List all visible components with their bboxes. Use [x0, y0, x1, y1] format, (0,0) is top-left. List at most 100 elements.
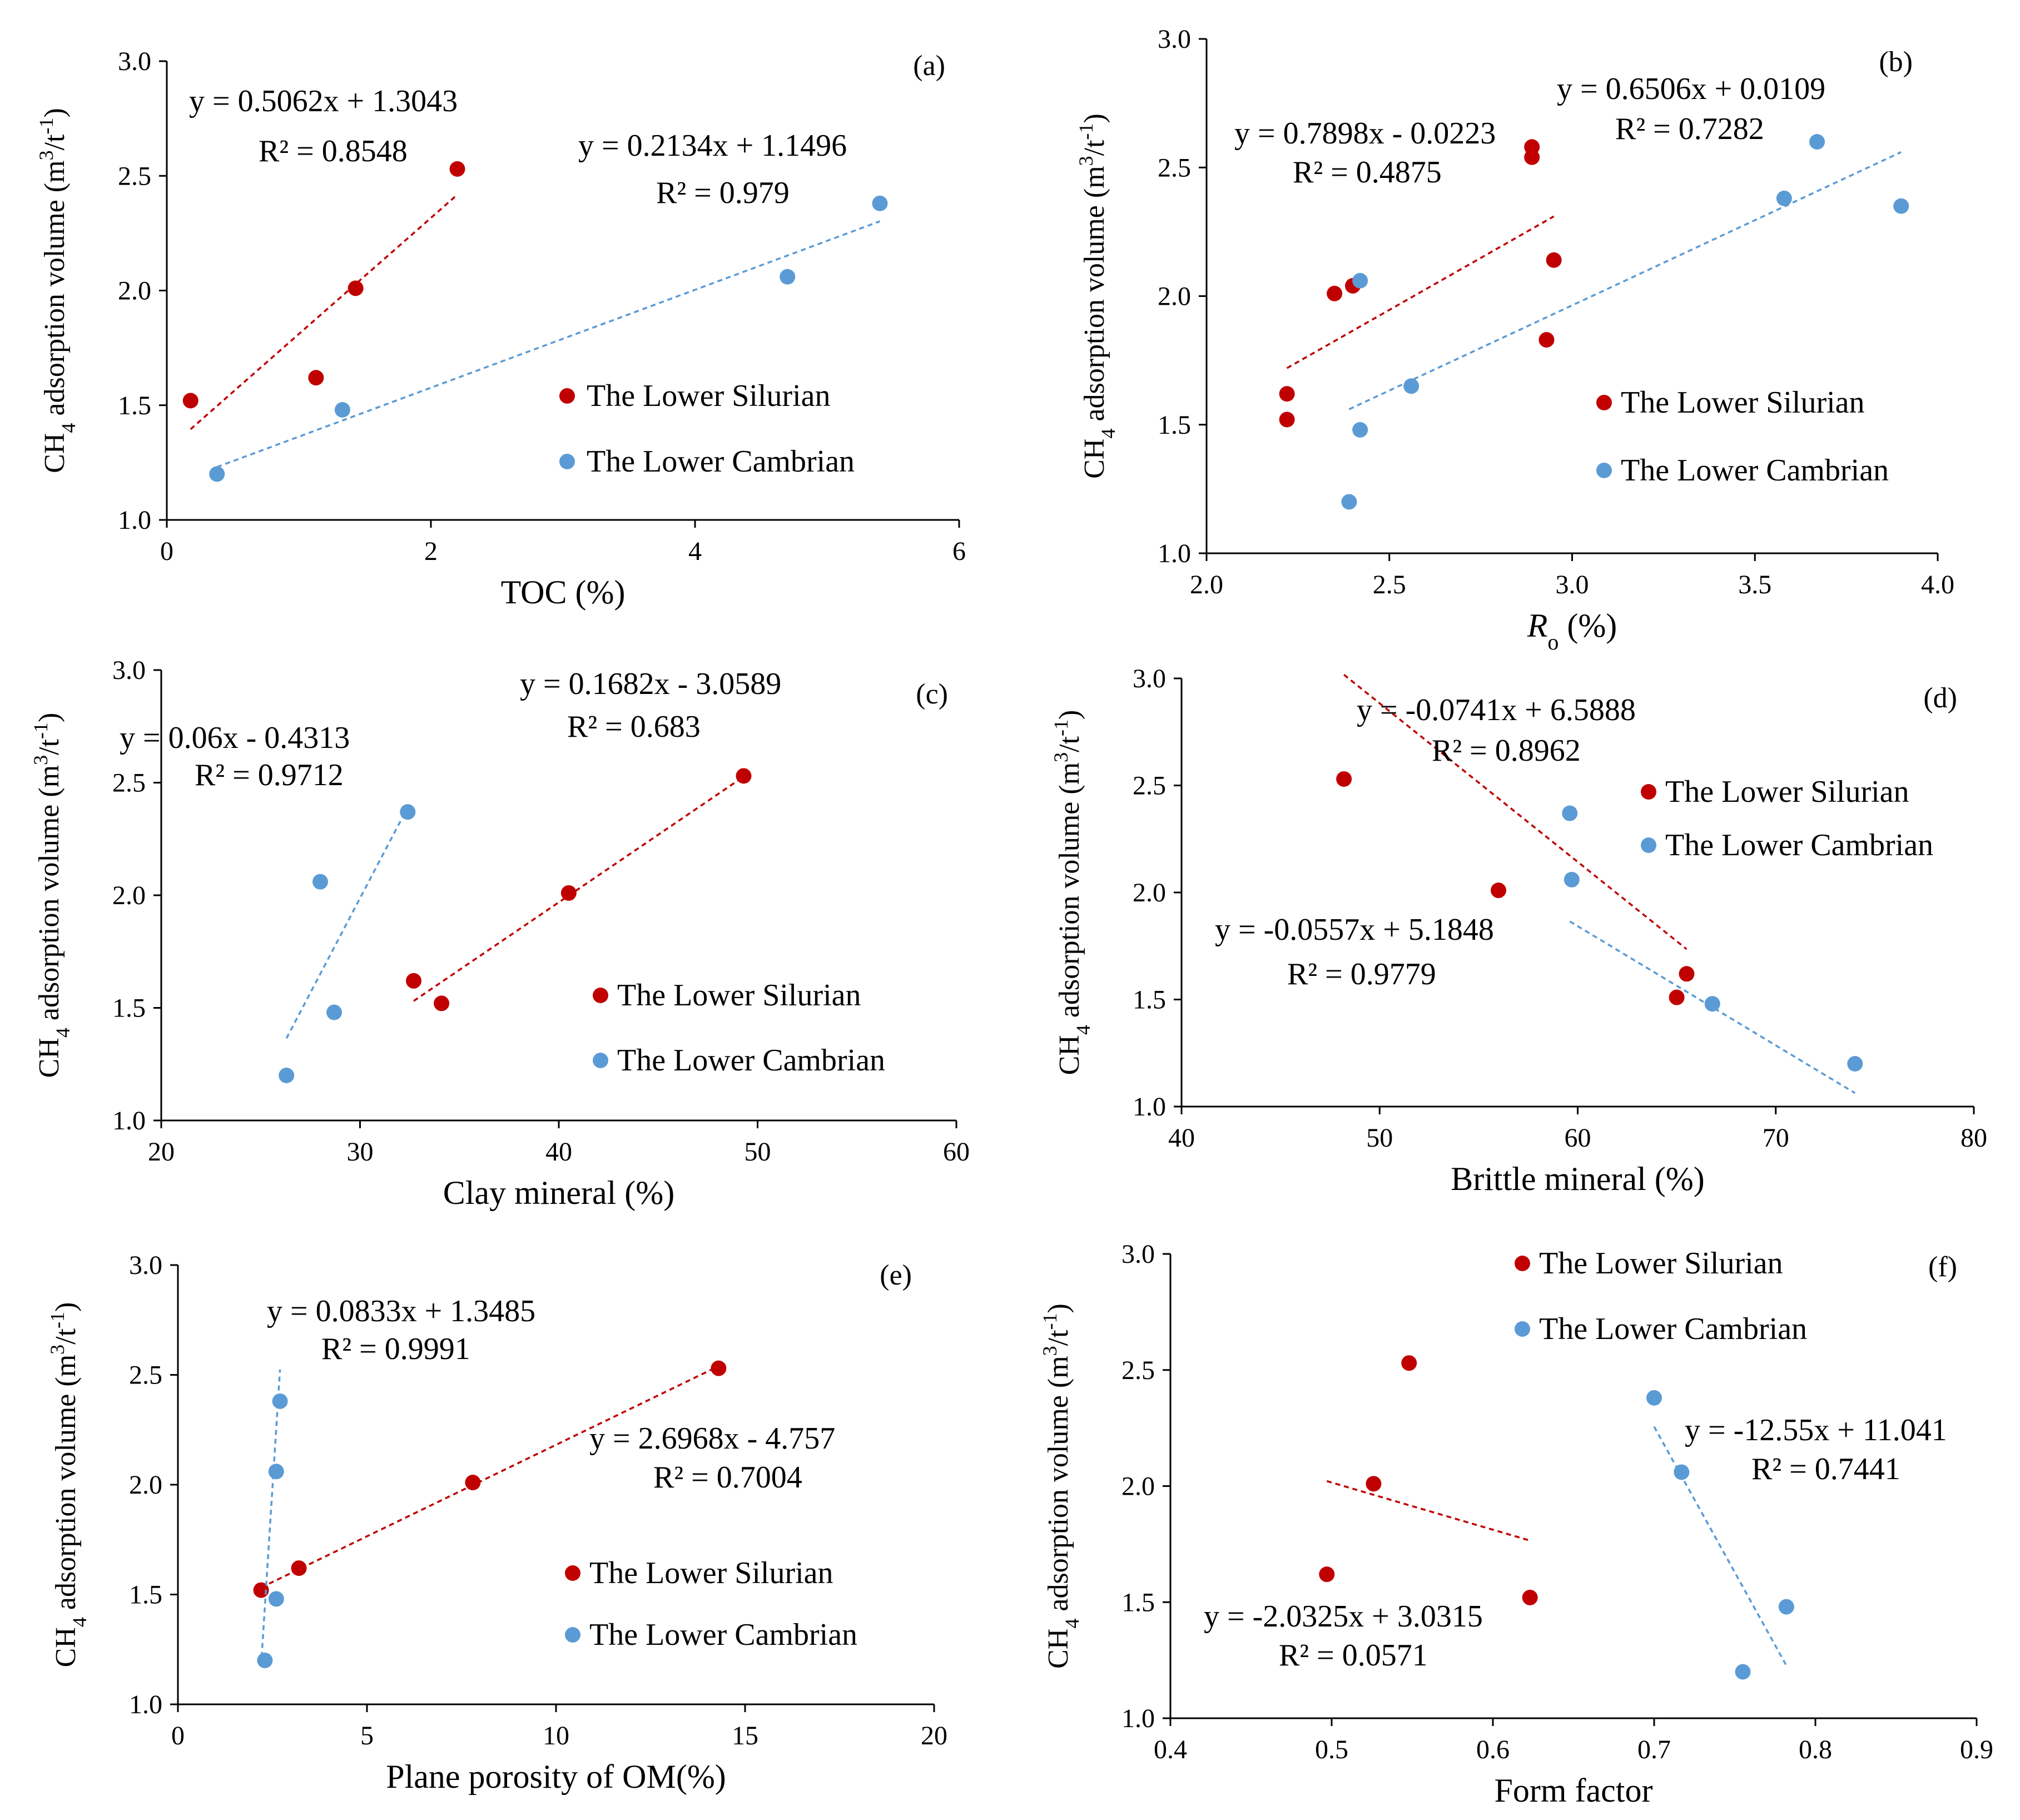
legend-marker-silurian: [1641, 784, 1656, 800]
y-tick-label: 1.5: [1158, 410, 1191, 440]
trendline-silurian: [1286, 215, 1555, 369]
y-tick-label: 2.0: [112, 881, 146, 910]
data-point-silurian: [1366, 1476, 1382, 1492]
legend-marker-silurian: [1515, 1256, 1530, 1271]
legend-label-silurian: The Lower Silurian: [1621, 385, 1865, 420]
equation-silurian: y = -2.0325x + 3.0315: [1204, 1599, 1483, 1634]
data-point-silurian: [449, 161, 465, 177]
data-point-silurian: [1327, 285, 1343, 301]
data-point-silurian: [1669, 989, 1685, 1005]
r-squared-cambrian: R² = 0.683: [567, 710, 701, 744]
y-tick-label: 1.5: [1121, 1588, 1155, 1617]
r-squared-cambrian: R² = 0.7282: [1615, 112, 1764, 146]
equation-cambrian: y = -12.55x + 11.041: [1685, 1413, 1947, 1447]
trendline-cambrian: [216, 220, 881, 468]
panel-e: 1.0 1.5 2.0 2.5 3.0 0 5 10 15 20 Plane porosity of…: [46, 1251, 947, 1795]
data-point-cambrian: [326, 1004, 343, 1020]
legend-marker-silurian: [565, 1565, 580, 1581]
legend-marker-cambrian: [559, 454, 575, 469]
y-tick-label: 2.5: [1133, 771, 1166, 801]
data-point-cambrian: [1704, 996, 1720, 1012]
legend-marker-cambrian: [1515, 1321, 1530, 1337]
y-axis-title: CH4 adsorption volume (m3/t-1): [35, 108, 80, 473]
trendline-silurian: [190, 194, 458, 430]
y-tick-label: 2.0: [118, 276, 151, 306]
panel-a: 1.0 1.5 2.0 2.5 3.0 0 2 4 6 TOC (%) CH4 adsorption…: [35, 47, 966, 611]
data-point-cambrian: [1352, 422, 1368, 438]
x-tick-label: 0: [171, 1721, 185, 1750]
r-squared-silurian: R² = 0.0571: [1279, 1638, 1428, 1673]
legend-label-silurian: The Lower Silurian: [617, 978, 861, 1013]
legend-label-cambrian: The Lower Cambrian: [1621, 453, 1889, 488]
legend-marker-cambrian: [1641, 837, 1656, 853]
r-squared-cambrian: R² = 0.7004: [653, 1460, 802, 1495]
data-point-cambrian: [1776, 190, 1792, 206]
data-point-cambrian: [1341, 494, 1357, 510]
r-squared-silurian: R² = 0.9712: [195, 758, 344, 792]
data-point-silurian: [1679, 966, 1695, 982]
data-point-silurian: [348, 280, 364, 296]
x-tick-label: 40: [545, 1137, 572, 1167]
legend-label-cambrian: The Lower Cambrian: [617, 1043, 885, 1078]
legend-marker-silurian: [593, 988, 608, 1003]
x-axis-title: Clay mineral (%): [443, 1174, 675, 1211]
x-tick-label: 80: [1961, 1123, 1987, 1153]
y-tick-label: 3.0: [1158, 24, 1191, 54]
y-tick-label: 3.0: [129, 1251, 162, 1280]
x-tick-label: 3.0: [1556, 570, 1589, 599]
x-tick-label: 40: [1168, 1123, 1195, 1153]
y-tick-label: 3.0: [112, 656, 146, 685]
data-point-silurian: [1279, 386, 1295, 402]
data-point-cambrian: [1735, 1664, 1751, 1680]
x-axis-title: TOC (%): [501, 574, 626, 611]
trendline-cambrian: [1348, 151, 1902, 410]
legend-marker-silurian: [1596, 395, 1612, 410]
data-point-silurian: [1491, 882, 1506, 899]
x-tick-label: 6: [952, 537, 966, 566]
data-point-silurian: [1546, 252, 1562, 268]
y-tick-label: 1.0: [112, 1106, 146, 1135]
x-tick-label: 2.5: [1373, 570, 1406, 599]
legend-label-cambrian: The Lower Cambrian: [1665, 828, 1933, 862]
x-tick-label: 3.5: [1738, 570, 1771, 599]
legend-marker-cambrian: [593, 1053, 608, 1068]
y-tick-label: 1.0: [1133, 1092, 1166, 1122]
data-point-silurian: [736, 768, 752, 784]
equation-silurian: y = 0.7898x - 0.0223: [1234, 116, 1496, 151]
y-tick-label: 2.0: [1121, 1472, 1155, 1501]
r-squared-silurian: R² = 0.8548: [259, 134, 408, 168]
y-tick-label: 1.0: [129, 1690, 162, 1719]
y-tick-label: 2.0: [129, 1470, 162, 1500]
x-tick-label: 10: [543, 1721, 569, 1750]
data-point-cambrian: [1674, 1464, 1690, 1480]
equation-cambrian: y = 2.6968x - 4.757: [589, 1421, 835, 1456]
data-point-cambrian: [257, 1653, 273, 1668]
x-axis-title: Brittle mineral (%): [1451, 1161, 1705, 1197]
x-tick-label: 0.6: [1476, 1735, 1510, 1764]
equation-cambrian: y = -0.0557x + 5.1848: [1215, 913, 1494, 947]
y-axis-title: CH4 adsorption volume (m3/t-1): [1075, 113, 1119, 479]
y-axis-title: CH4 adsorption volume (m3/t-1): [29, 713, 74, 1078]
x-tick-label: 4.0: [1921, 570, 1954, 599]
legend-label-cambrian: The Lower Cambrian: [589, 1618, 857, 1652]
equation-cambrian: y = 0.2134x + 1.1496: [578, 128, 847, 163]
y-tick-label: 1.5: [112, 994, 146, 1023]
x-axis-title: Plane porosity of OM(%): [386, 1758, 726, 1795]
data-point-cambrian: [1809, 134, 1825, 150]
data-point-cambrian: [279, 1068, 295, 1083]
y-axis-title: CH4 adsorption volume (m3/t-1): [46, 1302, 91, 1668]
trendline-silurian: [260, 1365, 719, 1589]
data-point-cambrian: [780, 269, 796, 285]
y-tick-label: 2.5: [1158, 153, 1191, 182]
y-tick-label: 1.0: [1158, 539, 1191, 568]
x-tick-label: 0.9: [1960, 1735, 1993, 1764]
x-tick-label: 70: [1763, 1123, 1789, 1153]
r-squared-cambrian: R² = 0.979: [656, 176, 790, 210]
data-point-silurian: [1319, 1566, 1335, 1583]
r-squared-cambrian: R² = 0.9779: [1287, 957, 1436, 991]
data-point-cambrian: [1778, 1599, 1794, 1615]
data-point-silurian: [182, 393, 198, 409]
y-tick-label: 1.5: [118, 391, 151, 420]
data-point-cambrian: [1403, 378, 1420, 394]
r-squared-cambrian: R² = 0.7441: [1751, 1452, 1900, 1486]
